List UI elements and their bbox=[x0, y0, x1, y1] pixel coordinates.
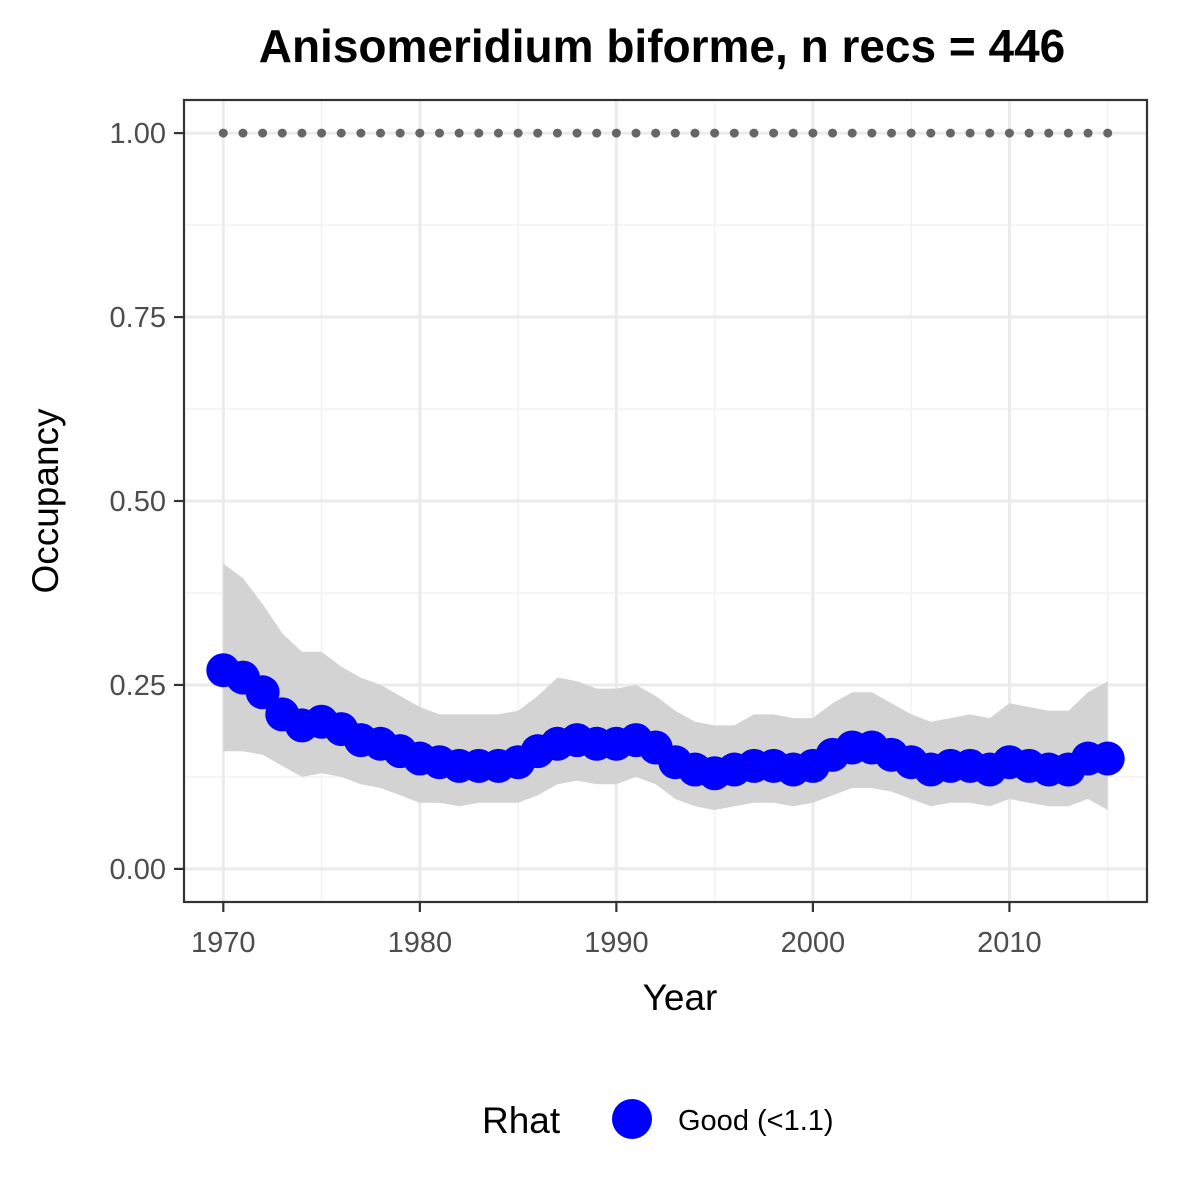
reference-point bbox=[336, 128, 346, 138]
reference-point bbox=[828, 128, 838, 138]
reference-point bbox=[788, 128, 798, 138]
reference-point bbox=[867, 128, 877, 138]
reference-point bbox=[434, 128, 444, 138]
reference-point bbox=[277, 128, 287, 138]
reference-point bbox=[670, 128, 680, 138]
reference-point bbox=[533, 128, 543, 138]
reference-point bbox=[690, 128, 700, 138]
reference-point bbox=[808, 128, 818, 138]
x-tick-label: 1990 bbox=[584, 927, 649, 959]
reference-point bbox=[415, 128, 425, 138]
reference-point bbox=[1103, 128, 1113, 138]
y-tick-label: 1.00 bbox=[110, 118, 166, 150]
x-axis-title: Year bbox=[643, 977, 718, 1018]
reference-point bbox=[749, 128, 759, 138]
reference-point bbox=[769, 128, 779, 138]
reference-line-layer bbox=[218, 128, 1113, 138]
y-tick-label: 0.00 bbox=[110, 854, 166, 886]
occupancy-point bbox=[245, 675, 280, 710]
legend: Rhat Good (<1.1) bbox=[482, 1099, 834, 1141]
reference-point bbox=[631, 128, 641, 138]
y-axis-title: Occupancy bbox=[25, 408, 66, 594]
legend-title: Rhat bbox=[482, 1100, 561, 1141]
reference-point bbox=[1004, 128, 1014, 138]
reference-point bbox=[572, 128, 582, 138]
occupancy-point bbox=[1090, 741, 1125, 776]
x-tick-label: 2000 bbox=[781, 927, 846, 959]
reference-point bbox=[552, 128, 562, 138]
y-tick-label: 0.25 bbox=[110, 670, 166, 702]
reference-point bbox=[395, 128, 405, 138]
legend-key-good bbox=[612, 1099, 652, 1139]
reference-point bbox=[1044, 128, 1054, 138]
reference-point bbox=[238, 128, 248, 138]
y-tick-label: 0.75 bbox=[110, 302, 166, 334]
reference-point bbox=[847, 128, 857, 138]
reference-point bbox=[1024, 128, 1034, 138]
reference-point bbox=[965, 128, 975, 138]
reference-point bbox=[926, 128, 936, 138]
reference-point bbox=[945, 128, 955, 138]
occupancy-points-layer bbox=[206, 653, 1125, 791]
reference-point bbox=[454, 128, 464, 138]
y-tick-label: 0.50 bbox=[110, 486, 166, 518]
y-axis: 0.00 0.25 0.50 0.75 1.00 bbox=[110, 118, 184, 886]
reference-point bbox=[710, 128, 720, 138]
x-tick-label: 1980 bbox=[388, 927, 453, 959]
reference-point bbox=[651, 128, 661, 138]
reference-point bbox=[887, 128, 897, 138]
reference-point bbox=[985, 128, 995, 138]
x-tick-label: 2010 bbox=[977, 927, 1042, 959]
reference-point bbox=[218, 128, 228, 138]
reference-point bbox=[592, 128, 602, 138]
reference-point bbox=[729, 128, 739, 138]
reference-point bbox=[356, 128, 366, 138]
reference-point bbox=[493, 128, 503, 138]
reference-point bbox=[1083, 128, 1093, 138]
reference-point bbox=[297, 128, 307, 138]
reference-point bbox=[906, 128, 916, 138]
reference-point bbox=[474, 128, 484, 138]
reference-point bbox=[258, 128, 268, 138]
x-axis: 1970 1980 1990 2000 2010 bbox=[191, 902, 1042, 959]
reference-point bbox=[513, 128, 523, 138]
reference-point bbox=[317, 128, 327, 138]
reference-point bbox=[1063, 128, 1073, 138]
chart-title: Anisomeridium biforme, n recs = 446 bbox=[259, 20, 1066, 72]
reference-point bbox=[376, 128, 386, 138]
legend-label-good: Good (<1.1) bbox=[678, 1105, 834, 1137]
x-tick-label: 1970 bbox=[191, 927, 256, 959]
reference-point bbox=[611, 128, 621, 138]
